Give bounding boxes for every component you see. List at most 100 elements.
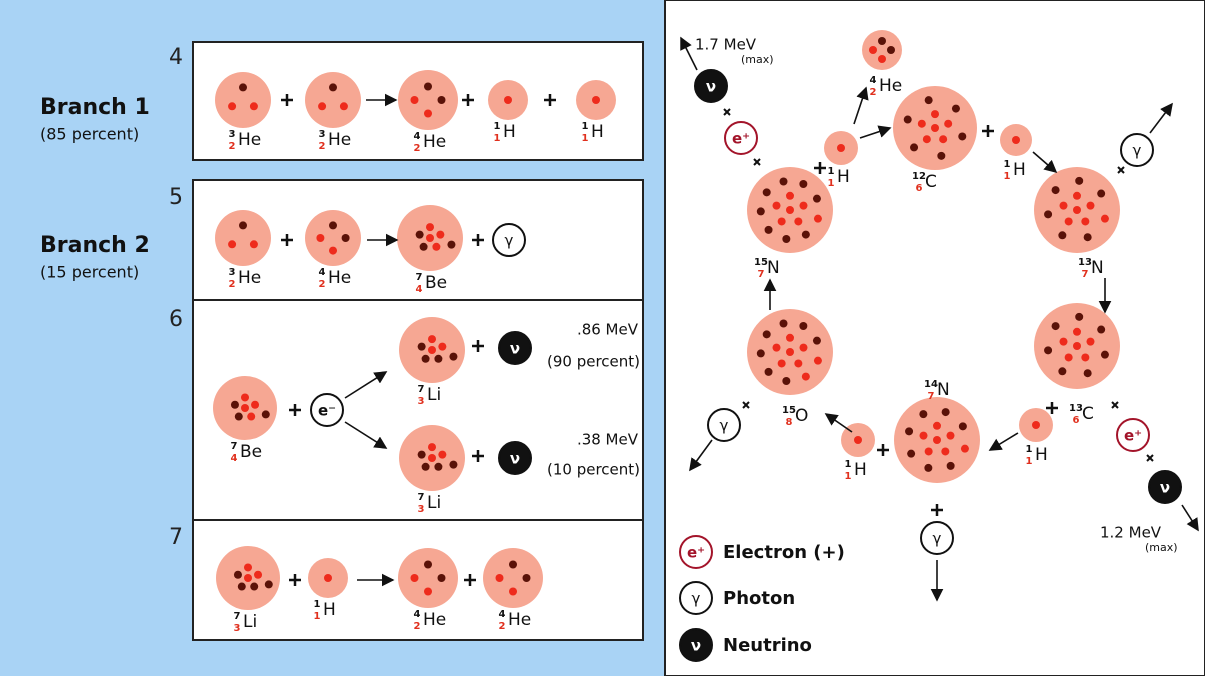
nucleon — [233, 570, 242, 579]
particle-symbol: e⁺ — [687, 544, 705, 562]
nucleon — [509, 560, 517, 569]
nucleon — [1051, 322, 1060, 331]
nucleon — [237, 582, 246, 591]
nucleon — [1073, 342, 1081, 350]
nucleon — [1064, 353, 1073, 362]
particle — [1148, 470, 1182, 504]
nucleon — [1073, 327, 1081, 336]
nucleon — [438, 342, 447, 351]
nucleon — [869, 46, 877, 54]
arrow — [988, 432, 1019, 451]
element-symbol: He — [508, 610, 531, 630]
nucleon — [933, 421, 941, 430]
atomic-number: 3 — [418, 504, 425, 515]
nucleon — [419, 242, 428, 251]
nucleon — [1083, 369, 1092, 378]
nucleon — [937, 151, 946, 160]
nucleon — [254, 570, 263, 579]
nucleon — [329, 83, 337, 92]
nucleon — [438, 450, 447, 459]
particle — [707, 408, 741, 442]
particle-symbol: ν — [706, 78, 716, 96]
nucleon — [910, 143, 919, 152]
nucleon — [772, 343, 781, 352]
nucleon — [887, 46, 895, 54]
energy: .38 MeV — [577, 431, 639, 449]
particle — [492, 223, 526, 257]
mass-number: 4 — [414, 609, 421, 620]
atomic-number: 1 — [828, 178, 835, 189]
atomic-number: 1 — [1004, 171, 1011, 182]
nucleon — [1032, 421, 1040, 429]
nucleon — [960, 444, 969, 453]
nucleon — [951, 104, 960, 113]
mass-number: 12 — [912, 171, 926, 182]
nucleon — [228, 102, 237, 111]
nucleon — [777, 359, 786, 368]
nucleon — [329, 221, 337, 230]
nucleon — [410, 574, 419, 582]
mass-number: 7 — [418, 384, 425, 395]
particle-symbol: e⁺ — [1124, 427, 1142, 445]
nucleon — [415, 230, 424, 239]
step-number: 7 — [169, 525, 183, 550]
nucleon — [794, 359, 803, 368]
nucleon — [939, 135, 948, 144]
mass-number: 4 — [870, 75, 877, 86]
nucleon — [799, 321, 808, 330]
particle — [724, 121, 758, 155]
cross — [753, 158, 761, 166]
element-symbol: H — [1035, 445, 1048, 465]
nucleon — [762, 330, 771, 339]
mass-number: 7 — [234, 611, 241, 622]
nucleon — [436, 230, 445, 239]
nucleon — [1073, 191, 1081, 200]
nucleon — [1075, 312, 1084, 321]
particle-symbol: e⁺ — [732, 130, 750, 148]
nucleon — [428, 443, 436, 452]
element-symbol: H — [837, 167, 850, 187]
mass-number: 3 — [229, 267, 236, 278]
nucleon — [794, 217, 803, 226]
nucleon — [1044, 346, 1053, 355]
arrow — [859, 125, 892, 139]
mass-number: 13 — [1078, 257, 1092, 268]
particle — [1116, 418, 1150, 452]
nucleon — [905, 427, 914, 436]
nucleon — [786, 191, 794, 200]
mass-number: 15 — [754, 257, 768, 268]
nucleus — [305, 210, 361, 266]
nucleon — [250, 582, 259, 591]
mass-number: 1 — [1004, 159, 1011, 170]
nucleon — [424, 109, 432, 118]
nucleon — [854, 436, 862, 444]
atomic-number: 7 — [1082, 269, 1089, 280]
step-number: 4 — [169, 45, 183, 70]
arrow — [680, 36, 698, 71]
nucleon — [931, 110, 939, 119]
nucleon — [878, 55, 886, 63]
element-symbol: H — [1013, 160, 1026, 180]
nucleon — [837, 144, 845, 152]
element-symbol: He — [238, 130, 261, 150]
nucleon — [247, 412, 256, 421]
mass-number: 1 — [828, 166, 835, 177]
atomic-number: 1 — [582, 133, 589, 144]
energy-note: (max) — [741, 53, 774, 66]
particle — [679, 581, 713, 615]
nucleon — [799, 179, 808, 188]
nucleon — [941, 447, 950, 456]
atomic-number: 1 — [845, 471, 852, 482]
element-symbol: N — [767, 258, 780, 278]
nucleon — [437, 96, 446, 104]
nucleon — [249, 240, 258, 249]
nucleon — [782, 235, 791, 244]
nucleon — [339, 102, 348, 111]
mass-number: 7 — [231, 441, 238, 452]
mass-number: 4 — [414, 131, 421, 142]
arrow — [344, 371, 388, 399]
nucleon — [424, 560, 432, 569]
nucleon — [958, 422, 967, 431]
nucleon — [1044, 210, 1053, 219]
